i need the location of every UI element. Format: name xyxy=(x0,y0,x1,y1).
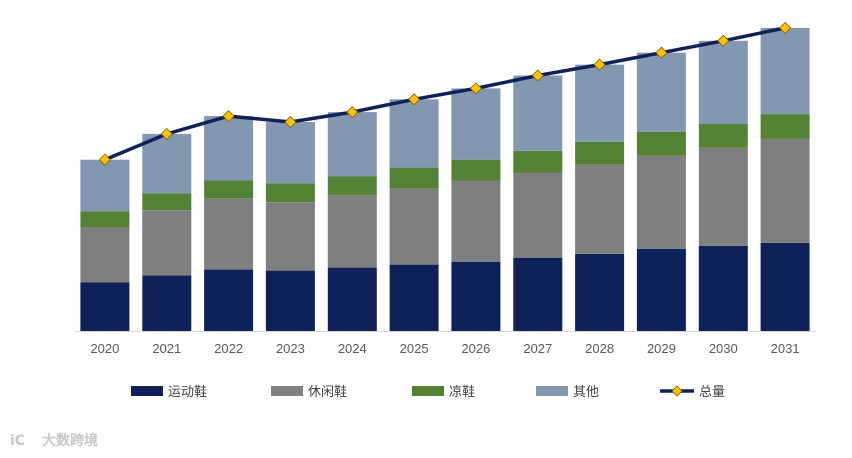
bar-休闲鞋-2023 xyxy=(265,202,315,271)
x-tick-label-2028: 2028 xyxy=(585,341,614,356)
bar-运动鞋-2031 xyxy=(760,242,810,331)
x-tick-label-2030: 2030 xyxy=(709,341,738,356)
bar-其他-2030 xyxy=(698,40,748,124)
x-tick-label-2020: 2020 xyxy=(90,341,119,356)
bar-运动鞋-2029 xyxy=(636,248,686,331)
legend-swatch-休闲鞋 xyxy=(271,386,303,396)
bar-凉鞋-2024 xyxy=(327,176,377,196)
x-tick-label-2031: 2031 xyxy=(771,341,800,356)
total-marker-2020 xyxy=(98,153,111,166)
bar-休闲鞋-2020 xyxy=(80,227,130,283)
total-marker-2030 xyxy=(717,34,730,47)
x-tick-label-2029: 2029 xyxy=(647,341,676,356)
bar-其他-2028 xyxy=(575,64,625,142)
bar-凉鞋-2021 xyxy=(142,193,192,211)
legend-item-休闲鞋: 休闲鞋 xyxy=(271,384,347,400)
bar-凉鞋-2031 xyxy=(760,114,810,139)
bar-休闲鞋-2024 xyxy=(327,195,377,268)
total-marker-2024 xyxy=(346,106,359,119)
legend-marker-总量 xyxy=(671,385,683,397)
bar-其他-2027 xyxy=(513,75,563,151)
legend-item-总量: 总量 xyxy=(660,385,725,400)
bar-其他-2025 xyxy=(389,99,439,168)
bar-运动鞋-2030 xyxy=(698,245,748,331)
bar-其他-2031 xyxy=(760,27,810,115)
bar-休闲鞋-2031 xyxy=(760,138,810,243)
legend-label-运动鞋: 运动鞋 xyxy=(168,384,207,400)
bar-其他-2024 xyxy=(327,112,377,177)
bar-休闲鞋-2021 xyxy=(142,210,192,276)
legend-swatch-凉鞋 xyxy=(412,386,444,396)
total-marker-2022 xyxy=(222,110,235,123)
bar-运动鞋-2025 xyxy=(389,264,439,331)
bar-其他-2023 xyxy=(265,122,315,184)
bar-其他-2021 xyxy=(142,133,192,194)
x-tick-label-2024: 2024 xyxy=(338,341,367,356)
x-tick-label-2025: 2025 xyxy=(400,341,429,356)
x-tick-label-2026: 2026 xyxy=(461,341,490,356)
legend-swatch-其他 xyxy=(536,386,568,396)
total-marker-2028 xyxy=(593,58,606,71)
total-marker-2023 xyxy=(284,115,297,129)
bar-凉鞋-2028 xyxy=(575,141,625,165)
watermark-text: 大数跨境 xyxy=(42,432,98,449)
bar-凉鞋-2022 xyxy=(204,180,254,199)
total-marker-2025 xyxy=(408,93,421,106)
bar-运动鞋-2023 xyxy=(265,270,315,331)
bar-layer xyxy=(80,27,810,332)
bar-其他-2022 xyxy=(204,116,254,181)
bar-运动鞋-2026 xyxy=(451,261,501,331)
legend-label-总量: 总量 xyxy=(699,385,725,400)
bar-休闲鞋-2022 xyxy=(204,198,254,270)
legend-label-其他: 其他 xyxy=(573,385,599,400)
total-marker-2031 xyxy=(779,21,792,34)
total-line-layer xyxy=(98,21,792,166)
bar-休闲鞋-2025 xyxy=(389,188,439,265)
total-marker-2027 xyxy=(531,69,544,82)
x-tick-label-2021: 2021 xyxy=(152,341,181,356)
legend-item-其他: 其他 xyxy=(536,385,599,400)
bar-运动鞋-2024 xyxy=(327,267,377,331)
legend-label-凉鞋: 凉鞋 xyxy=(449,384,475,400)
total-line xyxy=(104,26,786,162)
bar-休闲鞋-2026 xyxy=(451,180,501,262)
x-axis: 2020 2021 2022 2023 2024 2025 2026 2027 2028 2029… xyxy=(74,331,816,356)
bar-其他-2020 xyxy=(80,159,130,212)
bar-运动鞋-2028 xyxy=(575,253,625,332)
x-tick-label-2027: 2027 xyxy=(523,341,552,356)
bar-凉鞋-2025 xyxy=(389,167,439,189)
legend-label-休闲鞋: 休闲鞋 xyxy=(308,384,347,400)
total-marker-2021 xyxy=(160,127,173,140)
bar-其他-2029 xyxy=(636,52,686,132)
bar-休闲鞋-2027 xyxy=(513,172,563,258)
total-marker-2029 xyxy=(655,46,668,59)
bar-休闲鞋-2030 xyxy=(698,147,748,246)
total-marker-2026 xyxy=(469,82,482,95)
bar-运动鞋-2021 xyxy=(142,275,192,331)
x-tick-label-2022: 2022 xyxy=(214,341,243,356)
legend-item-凉鞋: 凉鞋 xyxy=(412,384,475,400)
bar-凉鞋-2027 xyxy=(513,150,563,173)
x-tick-label-2023: 2023 xyxy=(276,341,305,356)
bar-凉鞋-2023 xyxy=(265,183,315,203)
bar-运动鞋-2027 xyxy=(513,257,563,331)
bar-凉鞋-2026 xyxy=(451,159,501,181)
bar-凉鞋-2029 xyxy=(636,131,686,156)
legend-item-运动鞋: 运动鞋 xyxy=(131,384,207,400)
bar-运动鞋-2022 xyxy=(204,269,254,331)
legend-swatch-运动鞋 xyxy=(131,386,163,396)
bar-其他-2026 xyxy=(451,88,501,160)
watermark: iC 大数跨境 xyxy=(10,432,98,449)
watermark-logo: iC xyxy=(10,433,25,449)
legend: 运动鞋 休闲鞋 凉鞋 其他 总量 xyxy=(131,384,725,400)
bar-凉鞋-2030 xyxy=(698,124,748,148)
bar-休闲鞋-2029 xyxy=(636,155,686,249)
bar-运动鞋-2020 xyxy=(80,282,130,331)
bar-休闲鞋-2028 xyxy=(575,164,625,254)
bar-凉鞋-2020 xyxy=(80,211,130,227)
